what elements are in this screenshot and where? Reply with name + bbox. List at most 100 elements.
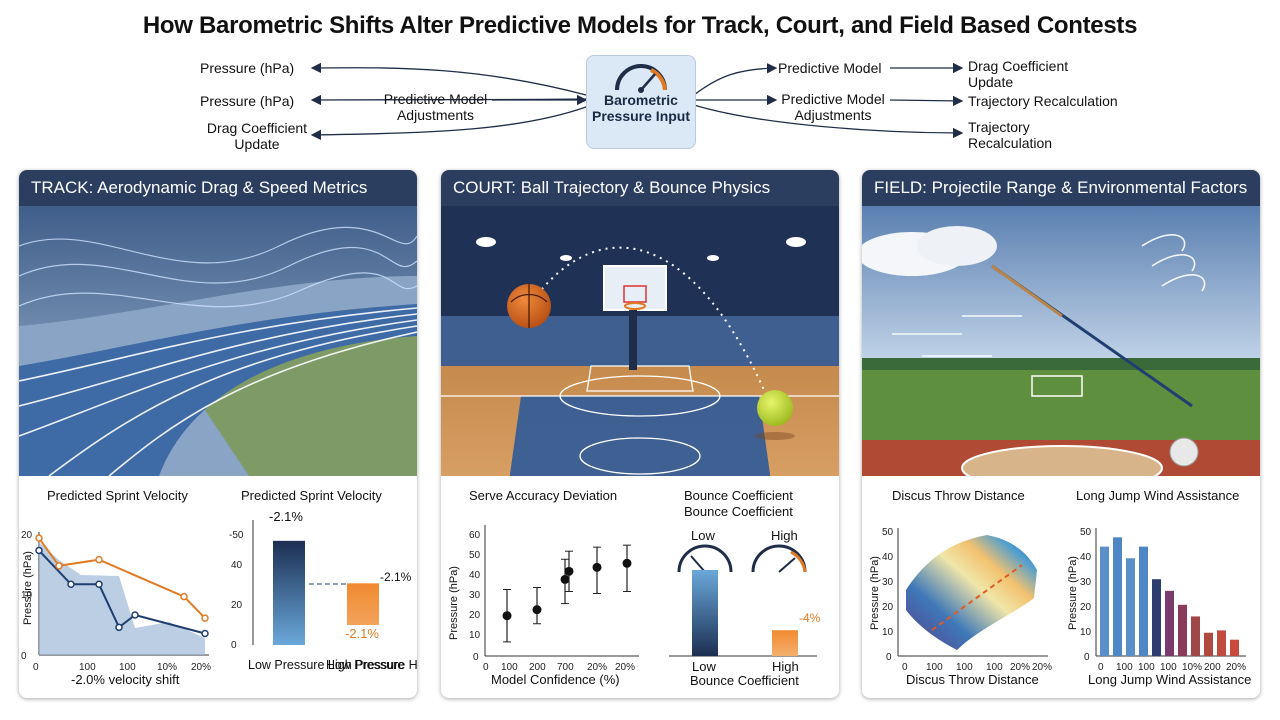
field-bar [1165,590,1174,656]
court-scatter-title: Serve Accuracy Deviation [469,488,617,503]
bounce-xtick-high: High [772,659,799,674]
arrow-to-trajectory-2 [693,104,964,139]
court-illustration [441,206,839,646]
track-line-point [35,534,43,542]
heat-ytick-4: 40 [882,552,894,563]
track-line-point [35,546,43,555]
field-charts: Discus Throw Distance 0 10 20 30 40 50 0… [869,488,1251,687]
fbar-ytick-5: 50 [1080,527,1092,538]
flow-diagram: Pressure (hPa) Pressure (hPa) Predictive… [0,45,1280,165]
court-xtick-2: 200 [529,662,546,673]
court-ytick-6: 60 [469,530,481,541]
fbar-ylabel: Pressure (hPa) [1067,556,1079,630]
field-bar [1230,639,1239,656]
track-line-point [201,629,209,638]
field-heatmap-title: Discus Throw Distance [892,488,1025,503]
low-gauge-icon [677,544,733,573]
field-illustration [862,206,1260,646]
track-line-point [131,611,139,619]
fbar-xtick-5: 200 [1204,662,1221,673]
court-gauge-label-high: High [771,528,798,543]
fbar-ytick-1: 10 [1080,627,1092,638]
court-ytick-4: 40 [469,570,481,581]
heat-xtick-3: 100 [986,662,1003,673]
court-charts: Serve Accuracy Deviation 0 10 20 30 40 5… [448,488,821,688]
high-gauge-icon [751,544,807,573]
court-panel-title: COURT: Ball Trajectory & Bounce Physics [441,170,839,206]
track-bar-label-orange: -2.1% [345,626,379,641]
court-bounce-title-1: Bounce Coefficient [684,488,793,503]
court-ytick-5: 50 [469,550,481,561]
arrow-to-trajectory-1 [889,95,964,107]
court-panel: COURT: Ball Trajectory & Bounce Physics [441,170,839,698]
heat-xtick-2: 100 [956,662,973,673]
flow-connectors [310,62,964,141]
track-bar-label-top: -2.1% [269,509,303,524]
arrow-to-predictive [693,63,778,96]
flow-label-model-adjustments-left: Predictive Model Adjustments [383,91,488,123]
field-bar [1152,579,1161,656]
track-line-chart: 0 10 20 0 100 100 10% 20% Pressure (hPa)… [21,530,211,687]
track-bar-ytick-1: 20 [231,600,243,611]
arrow-to-pressure-2 [310,94,587,106]
heat-xtick-1: 100 [926,662,943,673]
heat-xtick-4: 20% [1010,662,1030,673]
arrow-to-drag-left [310,106,587,141]
track-line-xtick-4: 20% [191,662,211,673]
fbar-xtick-6: 20% [1226,662,1246,673]
court-xtick-3: 700 [557,662,574,673]
fbar-ytick-0: 0 [1084,652,1090,663]
fbar-xtick-1: 100 [1116,662,1133,673]
flow-label-drag-right: Drag Coefficient Update [968,58,1069,90]
field-bar [1204,632,1213,656]
track-line-xtick-3: 10% [157,662,177,673]
field-bar [1126,558,1135,656]
heat-xtick-0: 0 [902,662,908,673]
fbar-xtick-3: 100 [1160,662,1177,673]
heat-ytick-1: 10 [882,627,894,638]
track-line-xtick-1: 100 [79,662,96,673]
track-bar-xtick-high: High Pressure High Pressure [326,658,417,672]
track-bar-high [347,583,379,625]
track-line-point [55,562,63,570]
track-bar-title: Predicted Sprint Velocity [241,488,382,503]
track-bar-ytick-3: -50 [229,530,244,541]
field-heatmap-chart: 0 10 20 30 40 50 0 100 100 100 20% 20% P… [869,527,1052,687]
track-line-xtick-0: 0 [33,662,39,673]
track-charts: Predicted Sprint Velocity 0 10 20 0 100 … [21,488,417,687]
heatmap-surface [906,535,1037,650]
bounce-bar-high [772,630,798,656]
track-line-title: Predicted Sprint Velocity [47,488,188,503]
court-xtick-4: 20% [587,662,607,673]
court-scatter-point [502,611,512,621]
heat-ytick-2: 20 [882,602,894,613]
fbar-xtick-2: 100 [1138,662,1155,673]
flow-label-drag-left: Drag Coefficient Update [206,120,308,152]
field-bar [1178,604,1187,656]
track-line-ytick-1: 10 [21,590,33,601]
arrow-to-pressure-1 [310,62,587,96]
track-bar-xtick-low: Low Pressure Low Pressure [248,658,404,672]
court-scatter-point [564,566,574,576]
barometric-hub: Barometric Pressure Input [586,55,696,149]
page-title: How Barometric Shifts Alter Predictive M… [142,12,1138,39]
field-bar [1217,630,1226,656]
court-ylabel: Pressure (hPa) [448,566,460,640]
track-line-point [201,614,209,622]
hub-label: Barometric Pressure Input [591,92,691,124]
fbar-ytick-4: 40 [1080,552,1092,563]
field-bar [1113,537,1122,656]
fbar-xtick-4: 10% [1182,662,1202,673]
court-scatter-point [622,558,632,568]
heat-ylabel: Pressure (hPa) [869,556,881,630]
track-line-point [95,555,103,564]
court-scatter-point [532,605,542,615]
track-bar-label-right: -2.1% [380,570,412,584]
court-ytick-2: 20 [469,610,481,621]
track-bar-ytick-0: 0 [231,640,237,651]
court-bounce-title-2: Bounce Coefficient [684,504,793,519]
field-panel: FIELD: Projectile Range & Environmental … [862,170,1260,698]
track-bar-ytick-2: 40 [231,560,243,571]
field-panel-title: FIELD: Projectile Range & Environmental … [862,170,1260,206]
court-xtick-1: 100 [501,662,518,673]
